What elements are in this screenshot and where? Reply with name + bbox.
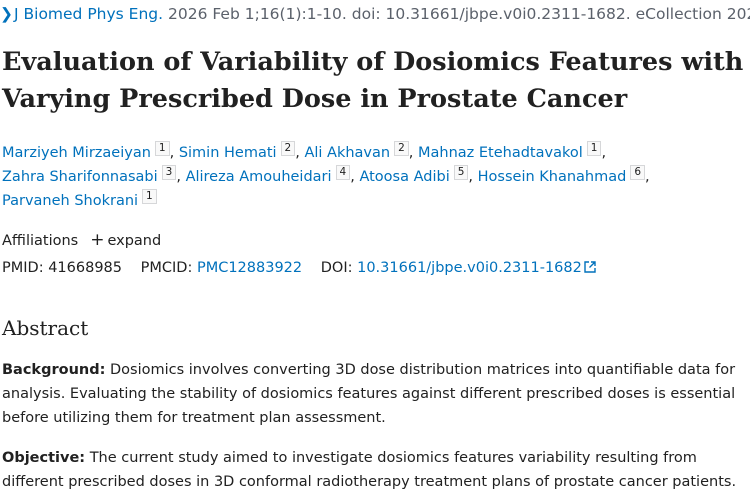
abstract-background: Background: Dosiomics involves convertin…	[2, 358, 748, 430]
expand-label: expand	[107, 233, 162, 249]
affiliation-ref[interactable]: 6	[630, 165, 646, 180]
background-text: Dosiomics involves converting 3D dose di…	[2, 362, 736, 426]
author-link[interactable]: Simin Hemati	[178, 145, 277, 161]
author-link[interactable]: Zahra Sharifonnasabi	[2, 169, 158, 185]
author-link[interactable]: Alireza Amouheidari	[185, 169, 332, 185]
affiliation-ref[interactable]: 3	[161, 165, 177, 180]
pmid-label: PMID:	[2, 260, 44, 276]
author-link[interactable]: Atoosa Adibi	[359, 169, 450, 185]
author-item: Mahnaz Etehadtavakol 1,	[418, 141, 607, 161]
author-item: Marziyeh Mirzaeiyan 1,	[2, 141, 175, 161]
author-link[interactable]: Marziyeh Mirzaeiyan	[2, 145, 151, 161]
author-item: Ali Akhavan 2,	[304, 141, 414, 161]
author-link[interactable]: Parvaneh Shokrani	[2, 193, 139, 209]
objective-label: Objective:	[2, 450, 86, 466]
author-separator: ,	[350, 169, 355, 185]
doi-link[interactable]: 10.31661/jbpe.v0i0.2311-1682	[357, 260, 582, 276]
doi-label: DOI:	[320, 260, 353, 276]
author-item: Simin Hemati 2,	[178, 141, 300, 161]
affiliation-ref[interactable]: 1	[154, 141, 170, 156]
author-separator: ,	[176, 169, 181, 185]
chevron-right-icon[interactable]: ❯	[0, 5, 13, 23]
affiliation-ref[interactable]: 5	[453, 165, 469, 180]
affiliation-ref[interactable]: 2	[394, 141, 409, 156]
author-separator: ,	[169, 145, 175, 161]
author-link[interactable]: Mahnaz Etehadtavakol	[418, 145, 583, 161]
author-item: Hossein Khanahmad 6,	[477, 165, 650, 185]
author-link[interactable]: Hossein Khanahmad	[477, 169, 627, 185]
citation-details: 2026 Feb 1;16(1):1-10. doi: 10.31661/jbp…	[163, 5, 750, 23]
author-separator: ,	[295, 145, 300, 161]
affiliations-label: Affiliations	[2, 233, 79, 249]
article-identifiers: PMID: 41668985 PMCID: PMC12883922 DOI: 1…	[2, 257, 596, 280]
author-item: Parvaneh Shokrani 1	[2, 189, 157, 209]
background-label: Background:	[2, 362, 106, 378]
pmid-value: 41668985	[48, 260, 123, 276]
author-item: Zahra Sharifonnasabi 3,	[2, 165, 181, 185]
affiliation-ref[interactable]: 4	[335, 165, 351, 180]
author-link[interactable]: Ali Akhavan	[304, 145, 391, 161]
author-separator: ,	[468, 169, 474, 185]
author-separator: ,	[645, 169, 650, 185]
author-item: Atoosa Adibi 5,	[359, 165, 474, 185]
pmcid-label: PMCID:	[140, 260, 193, 276]
abstract-objective: Objective: The current study aimed to in…	[2, 446, 748, 494]
citation-line: ❯J Biomed Phys Eng. 2026 Feb 1;16(1):1-1…	[0, 3, 750, 25]
article-title: Evaluation of Variability of Dosiomics F…	[2, 47, 744, 114]
objective-text: The current study aimed to investigate d…	[2, 450, 737, 490]
abstract-heading: Abstract	[2, 316, 89, 340]
affiliation-ref[interactable]: 2	[280, 141, 296, 156]
affiliation-ref[interactable]: 1	[586, 141, 602, 156]
author-separator: ,	[601, 145, 607, 161]
external-link-icon[interactable]	[584, 258, 596, 280]
affiliation-ref[interactable]: 1	[142, 189, 157, 204]
affiliations-toggle[interactable]: Affiliations + expand	[2, 229, 161, 252]
plus-icon: +	[90, 230, 105, 250]
author-separator: ,	[408, 145, 414, 161]
journal-link[interactable]: J Biomed Phys Eng.	[14, 5, 164, 23]
pmcid-link[interactable]: PMC12883922	[196, 260, 303, 276]
author-item: Alireza Amouheidari 4,	[185, 165, 355, 185]
author-list: Marziyeh Mirzaeiyan 1, Simin Hemati 2, Ali…	[2, 141, 750, 213]
